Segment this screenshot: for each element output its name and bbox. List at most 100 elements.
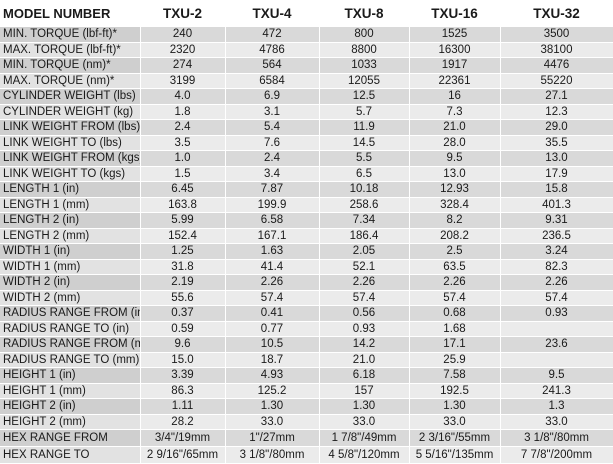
table-cell: 3/4"/19mm: [140, 429, 226, 447]
row-label: LENGTH 1 (mm): [0, 197, 141, 213]
table-row: WIDTH 1 (in) 1.25 1.63 2.05 2.5 3.24: [0, 243, 613, 260]
table-cell: 1.25: [140, 243, 226, 260]
table-cell: 0.37: [140, 305, 226, 322]
table-row: RADIUS RANGE TO (mm) 15.0 18.7 21.0 25.9: [0, 352, 613, 368]
header-row: MODEL NUMBER TXU-2 TXU-4 TXU-8 TXU-16 TX…: [0, 0, 613, 27]
table-row: LENGTH 2 (in) 5.99 6.58 7.34 8.2 9.31: [0, 212, 613, 229]
table-cell: 3.24: [500, 243, 613, 260]
table-cell: 5.99: [140, 212, 226, 229]
table-cell: 6.45: [140, 181, 226, 198]
table-cell: 9.5: [500, 367, 613, 384]
table-cell: 86.3: [140, 383, 226, 399]
row-label: LINK WEIGHT TO (lbs): [0, 135, 141, 151]
table-cell: 1"/27mm: [225, 429, 320, 447]
row-label: LINK WEIGHT FROM (lbs): [0, 119, 141, 136]
table-cell: 33.0: [319, 414, 410, 430]
table-cell: 2.5: [409, 243, 501, 260]
table-cell: 192.5: [409, 383, 501, 399]
table-cell: 0.56: [319, 305, 410, 322]
table-cell: 0.93: [319, 321, 410, 337]
row-label: WIDTH 1 (mm): [0, 259, 141, 275]
table-row: CYLINDER WEIGHT (lbs) 4.0 6.9 12.5 16 27.1: [0, 88, 613, 105]
table-cell: 167.1: [225, 228, 320, 244]
table-cell: 3.5: [140, 135, 226, 151]
table-cell: 6.5: [319, 166, 410, 182]
row-label: LINK WEIGHT FROM (kgs): [0, 150, 141, 167]
table-cell: 2.26: [409, 274, 501, 291]
table-cell: 4.0: [140, 88, 226, 105]
table-cell: 1 7/8"/49mm: [319, 429, 410, 447]
table-cell: 800: [319, 27, 410, 43]
row-label: HEIGHT 2 (mm): [0, 414, 141, 430]
table-cell: 29.0: [500, 119, 613, 136]
table-cell: [500, 321, 613, 337]
table-cell: 0.41: [225, 305, 320, 322]
table-cell: 33.0: [225, 414, 320, 430]
table-row: HEIGHT 1 (mm) 86.3 125.2 157 192.5 241.3: [0, 383, 613, 399]
table-cell: 208.2: [409, 228, 501, 244]
table-row: HEIGHT 2 (in) 1.11 1.30 1.30 1.30 1.3: [0, 398, 613, 415]
table-cell: 13.0: [409, 166, 501, 182]
table-cell: 3.1: [225, 104, 320, 120]
table-cell: 41.4: [225, 259, 320, 275]
model-number-header: MODEL NUMBER: [0, 0, 140, 27]
table-cell: 1.68: [409, 321, 501, 337]
row-label: LENGTH 2 (mm): [0, 228, 141, 244]
table-cell: 5.4: [225, 119, 320, 136]
table-cell: 4 5/8"/120mm: [319, 446, 410, 464]
table-cell: 25.9: [409, 352, 501, 368]
table-row: MIN. TORQUE (nm)* 274 564 1033 1917 4476: [0, 57, 613, 74]
table-cell: 11.9: [319, 119, 410, 136]
spec-body: MIN. TORQUE (lbf-ft)* 240 472 800 1525 3500 MA…: [0, 27, 613, 464]
table-cell: 7.58: [409, 367, 501, 384]
table-cell: 328.4: [409, 197, 501, 213]
table-cell: 0.68: [409, 305, 501, 322]
table-row: CYLINDER WEIGHT (kg) 1.8 3.1 5.7 7.3 12.3: [0, 104, 613, 120]
table-cell: 12055: [319, 73, 410, 89]
table-cell: 1033: [319, 57, 410, 74]
table-cell: 125.2: [225, 383, 320, 399]
row-label: WIDTH 2 (in): [0, 274, 141, 291]
table-cell: 0.59: [140, 321, 226, 337]
row-label: RADIUS RANGE FROM (mm): [0, 336, 141, 353]
table-cell: 7.6: [225, 135, 320, 151]
table-cell: 152.4: [140, 228, 226, 244]
row-label: RADIUS RANGE TO (in): [0, 321, 141, 337]
table-cell: 10.5: [225, 336, 320, 353]
table-cell: 15.0: [140, 352, 226, 368]
table-cell: 240: [140, 27, 226, 43]
row-label: HEIGHT 1 (in): [0, 367, 141, 384]
model-header: TXU-16: [409, 0, 500, 27]
table-cell: 163.8: [140, 197, 226, 213]
table-cell: 18.7: [225, 352, 320, 368]
row-label: RADIUS RANGE FROM (in): [0, 305, 141, 322]
table-cell: 52.1: [319, 259, 410, 275]
table-cell: 33.0: [500, 414, 613, 430]
table-cell: 7.87: [225, 181, 320, 198]
table-row: MAX. TORQUE (lbf-ft)* 2320 4786 8800 16300 38…: [0, 42, 613, 58]
table-cell: 2.26: [319, 274, 410, 291]
table-cell: 1.30: [409, 398, 501, 415]
table-cell: 55.6: [140, 290, 226, 306]
table-cell: 5.7: [319, 104, 410, 120]
table-cell: 6.9: [225, 88, 320, 105]
table-cell: 199.9: [225, 197, 320, 213]
table-cell: 186.4: [319, 228, 410, 244]
table-cell: 236.5: [500, 228, 613, 244]
row-label: LINK WEIGHT TO (kgs): [0, 166, 141, 182]
table-cell: 1.5: [140, 166, 226, 182]
table-cell: 241.3: [500, 383, 613, 399]
table-row: HEX RANGE TO 2 9/16"/65mm 3 1/8"/80mm 4 5/8…: [0, 446, 613, 464]
table-cell: 57.4: [409, 290, 501, 306]
table-cell: 1.3: [500, 398, 613, 415]
table-cell: 12.5: [319, 88, 410, 105]
table-cell: 17.9: [500, 166, 613, 182]
table-cell: 21.0: [409, 119, 501, 136]
table-cell: 3.39: [140, 367, 226, 384]
row-label: CYLINDER WEIGHT (kg): [0, 104, 141, 120]
table-row: WIDTH 2 (in) 2.19 2.26 2.26 2.26 2.26: [0, 274, 613, 291]
row-label: MIN. TORQUE (lbf-ft)*: [0, 27, 141, 43]
table-cell: 63.5: [409, 259, 501, 275]
table-cell: 28.0: [409, 135, 501, 151]
